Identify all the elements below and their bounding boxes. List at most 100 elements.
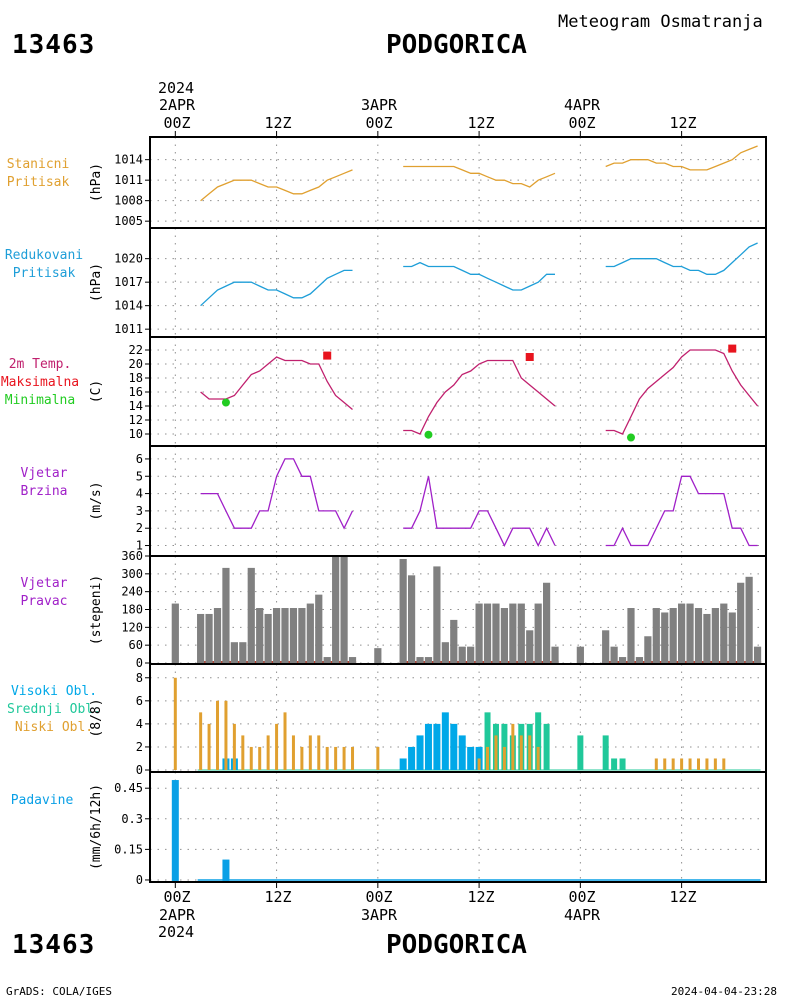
direction-bar [602,630,610,663]
y-unit-label: (hPa) [89,163,104,202]
station-id-bottom: 13463 [12,930,96,960]
max-temp-marker [323,351,332,360]
series-line [403,165,556,188]
label-wind-speed-2: Brzina [20,484,68,499]
direction-bar [433,566,441,663]
direction-bar [661,612,669,663]
direction-bar [644,636,652,663]
y-unit-label: (m/s) [89,481,104,520]
cloud-bar [351,746,355,770]
y-tick-label: 8 [136,671,143,685]
direction-bar [635,657,644,663]
station-id-top: 13463 [12,30,96,60]
cloud-bar [300,746,304,770]
cloud-bar [671,758,675,770]
bottom-day-label-3: 4APR [563,906,601,924]
y-tick-label: 5 [136,469,143,483]
label-cloud-cover-2: Srednji Obl. [7,702,101,717]
cloud-bar [258,746,262,770]
bottom-hour-label-2: 12Z [264,888,292,906]
direction-bar [272,608,281,663]
y-tick-label: 0.15 [114,842,143,856]
cloud-bar [528,735,532,770]
cloud-bar [266,735,270,770]
direction-bar [627,608,635,663]
direction-bar [720,603,728,663]
label-precipitation-1: Padavine [10,793,74,808]
y-tick-label: 18 [129,371,143,385]
direction-bar [728,612,736,663]
label-wind-direction: Vjetar Pravac [0,575,88,611]
direction-bar [424,657,433,663]
direction-bar [416,657,424,663]
direction-bar [298,608,306,663]
cloud-bar [713,758,717,770]
y-unit-label: (mm/6h/12h) [89,784,104,870]
panel-frame [149,445,767,557]
y-tick-label: 22 [129,343,143,357]
direction-bar [222,567,230,663]
min-temp-marker [424,430,433,439]
series-line [200,169,353,202]
cloud-bar [705,758,709,770]
label-temperature-1: 2m Temp. [8,357,72,372]
footer-credit: GrADS: COLA/IGES [6,985,112,998]
y-tick-label: 10 [129,427,143,441]
cloud-bar [308,735,312,770]
label-station-pressure-1: Stanicni [6,157,70,172]
cloud-bar [722,758,726,770]
y-tick-label: 1020 [114,252,143,266]
direction-bar [450,619,458,663]
bottom-day-label-2: 3APR [360,906,398,924]
label-cloud-cover: Visoki Obl. Srednji Obl. Niski Obl. [0,683,108,737]
max-temp-marker [728,344,737,353]
bottom-hour-label-6: 12Z [669,888,697,906]
direction-bar [315,594,323,663]
y-tick-label: 0.45 [114,781,143,795]
label-reduced-pressure-2: Pritisak [12,266,76,281]
cloud-bar [283,712,287,770]
cloud-bar [450,723,458,770]
top-hour-label-5: 00Z [568,114,596,132]
meteogram-subtitle: Meteogram Osmatranja [558,12,763,32]
y-tick-label: 1 [136,539,143,553]
y-tick-label: 6 [136,694,143,708]
label-wind-speed-1: Vjetar [20,466,68,481]
direction-bar [407,575,416,663]
direction-bar [694,608,703,663]
y-unit-label: (hPa) [89,263,104,302]
top-day-label-1: 2APR [158,96,196,114]
y-tick-label: 180 [121,603,143,617]
y-tick-label: 1011 [114,322,143,336]
top-hour-label-4: 12Z [467,114,495,132]
cloud-bar [511,723,515,770]
direction-bar [753,646,762,663]
y-tick-label: 2 [136,740,143,754]
series-line [200,458,354,530]
cloud-bar [696,758,700,770]
cloud-bar [484,712,491,770]
label-temperature-3: Minimalna [4,393,76,408]
min-temp-marker [221,398,230,407]
series-line [605,145,758,171]
y-tick-label: 1014 [114,299,143,313]
cloud-bar [494,735,498,770]
direction-bar [737,582,745,663]
y-tick-label: 1008 [114,194,143,208]
series-line [605,242,758,275]
series-line [403,476,556,547]
direction-bar [509,603,517,663]
station-name-bottom: PODGORICA [386,930,527,960]
y-tick-label: 1014 [114,153,143,167]
y-unit-label: (stepeni) [89,575,104,645]
direction-bar [483,603,492,663]
top-hour-label-2: 12Z [264,114,292,132]
cloud-bar [291,735,295,770]
cloud-bar [399,758,407,770]
bottom-hour-label-1: 00Z [163,888,191,906]
direction-bar [703,613,711,663]
cloud-bar [611,758,618,770]
direction-bar [247,567,255,663]
series-line [200,269,353,307]
